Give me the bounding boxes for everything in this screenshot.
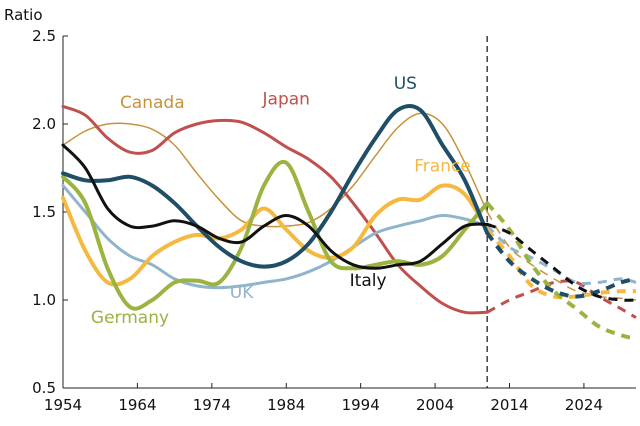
series-label-japan: Japan (262, 90, 310, 110)
y-axis-label: Ratio (4, 6, 43, 24)
projection-line-germany (485, 201, 637, 341)
series-line-germany (61, 159, 490, 311)
projection-line-france (485, 228, 637, 300)
axes: 0.5 1.0 1.5 2.0 2.5 1954 1964 1974 1984 1994 2004 2… (4, 6, 636, 414)
series-line-uk (61, 184, 489, 290)
projection-line-canada (486, 211, 637, 301)
series-label-germany: Germany (91, 308, 169, 328)
x-tick-label: 1964 (118, 396, 156, 414)
series-line-france (61, 183, 490, 287)
series-line-canada (62, 112, 488, 228)
series-line-italy (61, 143, 489, 270)
x-tick-label: 2004 (416, 396, 454, 414)
series-label-uk: UK (230, 283, 254, 303)
x-tick-label: 2024 (565, 396, 603, 414)
y-tick-label: 2.5 (32, 27, 56, 45)
projection-line-us (485, 231, 637, 299)
series-label-us: US (394, 74, 417, 94)
y-tick-label: 0.5 (32, 379, 56, 397)
series-line-japan (61, 104, 489, 315)
x-tick-label: 1954 (44, 396, 82, 414)
series-lines (61, 103, 637, 341)
y-tick-label: 2.0 (32, 115, 56, 133)
series-label-italy: Italy (350, 271, 387, 291)
series-line-us (61, 103, 490, 269)
x-tick-label: 1974 (193, 396, 231, 414)
x-tick-label: 1984 (267, 396, 305, 414)
series-labels: Canada Japan US France UK Italy Germany (91, 74, 471, 328)
x-tick-label: 2014 (490, 396, 528, 414)
x-tick-label: 1994 (342, 396, 380, 414)
y-tick-label: 1.5 (32, 203, 56, 221)
projection-line-japan (486, 279, 637, 319)
projection-line-uk (486, 225, 637, 285)
series-label-france: France (414, 157, 471, 177)
series-label-canada: Canada (120, 93, 185, 113)
y-tick-label: 1.0 (32, 291, 56, 309)
